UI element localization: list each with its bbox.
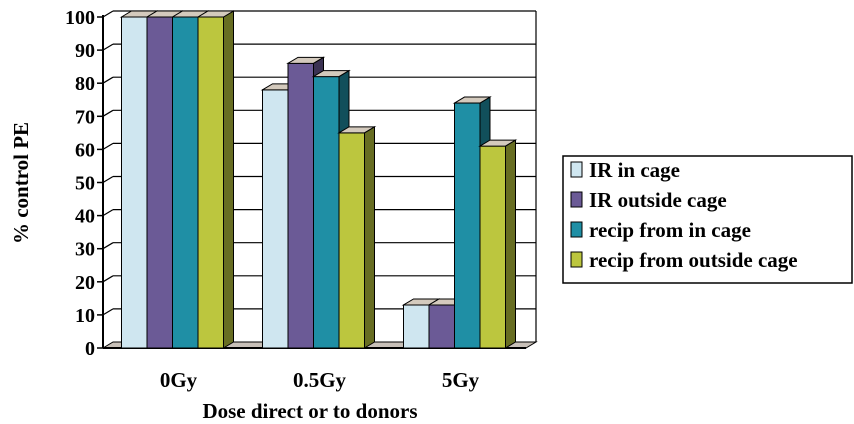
bar-top [286,56,326,64]
bar-top [311,70,351,78]
category-label: 5Gy [442,368,480,392]
legend-label: recip from in cage [589,218,751,242]
y-tick-label: 60 [75,139,95,161]
legend-item: IR outside cage [570,188,727,212]
category-label: 0.5Gy [293,368,347,392]
x-axis-title: Dose direct or to donors [202,399,417,423]
legend-swatch [570,191,583,208]
bar-side [505,139,516,349]
bar-front [338,132,365,349]
gridline-diag [102,109,114,117]
bars [119,10,518,349]
y-tick-label: 10 [75,305,95,327]
y-tick-label: 90 [75,40,95,62]
bar-side [364,125,375,349]
y-axis-title: % control PE [9,122,33,244]
gridline-diag [102,175,114,184]
gridline-diag [102,242,114,250]
legend-swatch [570,221,583,238]
bar-front [172,16,199,349]
bar [337,125,377,349]
gridline-diag [102,308,114,316]
bar-front [403,304,430,349]
legend-item: IR in cage [570,158,680,182]
bar-side [223,10,234,349]
legend-label: IR in cage [589,158,680,182]
bar [478,139,518,349]
y-tick-label: 80 [75,73,95,95]
legend-item: recip from in cage [570,218,751,242]
legend-label: IR outside cage [589,188,727,212]
gridline-diag [102,142,114,150]
gridline-diag [102,209,114,217]
y-tick-label: 50 [75,173,95,195]
bar-front [197,16,224,349]
y-tick-label: 20 [75,272,95,294]
category-labels: 0Gy 0.5Gy 5Gy [160,368,480,392]
bar-front [313,76,340,349]
y-tick-label: 40 [75,206,95,228]
y-tick-label: 100 [65,7,95,29]
gridline-diag [102,43,114,51]
bar-top [452,96,492,104]
gridline-diag [102,76,114,84]
bar [196,10,236,349]
bar-front [479,145,506,349]
gridline-diag [102,10,114,18]
legend-swatch [570,161,583,178]
bar-front [146,16,173,349]
y-tick-labels: 0 10 20 30 40 50 60 70 80 90 100 [65,7,95,360]
bar-front [287,62,314,349]
gridline-diag [102,275,114,283]
legend-frame [562,155,853,284]
bar-front [121,16,148,349]
y-tick-label: 70 [75,106,95,128]
y-tick-label: 30 [75,239,95,261]
legend-label: recip from outside cage [589,248,798,272]
bar-front [262,89,289,349]
legend: IR in cage IR outside cage recip from in c… [562,155,853,284]
bar-top [196,10,236,18]
bar-front [454,102,481,349]
bar-top [337,126,377,134]
bar-top [478,139,518,147]
legend-swatch [570,251,583,268]
y-tick-label: 0 [85,338,95,360]
bar-front [428,304,455,349]
legend-item: recip from outside cage [570,248,798,272]
category-label: 0Gy [160,368,198,392]
